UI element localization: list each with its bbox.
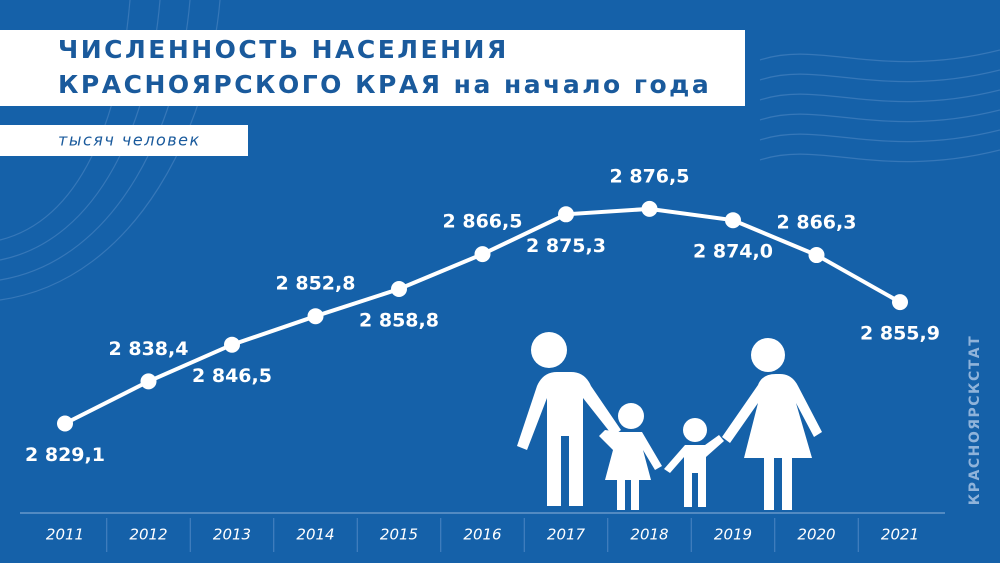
point [808, 247, 825, 264]
point [558, 206, 574, 223]
chart-subtitle: тысяч человек [58, 131, 201, 150]
data-label: 2 876,5 [610, 165, 690, 187]
x-tick-label: 2019 [714, 526, 752, 544]
point [140, 373, 157, 390]
chart-title: КРАСНОЯРСКОГО КРАЯ на начало года [58, 70, 711, 99]
family-icon [517, 332, 822, 510]
source-label: КРАСНОЯРСКСТАТ [967, 335, 983, 505]
point [725, 212, 741, 229]
data-label: 2 866,5 [443, 211, 523, 233]
subtitle-box [0, 125, 248, 156]
decor-lines [0, 0, 1000, 301]
x-tick-label: 2018 [630, 526, 668, 544]
point [391, 281, 407, 298]
x-tick-label: 2021 [881, 526, 919, 544]
point [57, 415, 73, 432]
data-label: 2 874,0 [693, 241, 773, 263]
point [474, 246, 491, 263]
x-tick-label: 2017 [547, 526, 586, 544]
x-tick-label: 2014 [296, 526, 334, 544]
data-label: 2 846,5 [192, 365, 272, 387]
x-tick-label: 2015 [380, 526, 418, 544]
x-tick-label: 2013 [213, 526, 251, 544]
data-label: 2 829,1 [25, 444, 105, 466]
data-label: 2 852,8 [276, 273, 356, 295]
title-box [0, 30, 745, 106]
point [307, 308, 324, 325]
point [641, 200, 658, 217]
data-label: 2 855,9 [860, 323, 940, 345]
x-tick-label: 2011 [46, 526, 84, 544]
x-tick-label: 2012 [129, 526, 167, 544]
data-label: 2 866,3 [777, 212, 857, 234]
data-label: 2 838,4 [109, 338, 189, 360]
chart-title: ЧИСЛЕННОСТЬ НАСЕЛЕНИЯ [58, 35, 509, 64]
data-label: 2 858,8 [359, 310, 439, 332]
x-tick-label: 2020 [797, 526, 835, 544]
point [892, 294, 908, 311]
x-tick-label: 2016 [463, 526, 501, 544]
point [224, 336, 240, 353]
data-label: 2 875,3 [526, 235, 606, 257]
